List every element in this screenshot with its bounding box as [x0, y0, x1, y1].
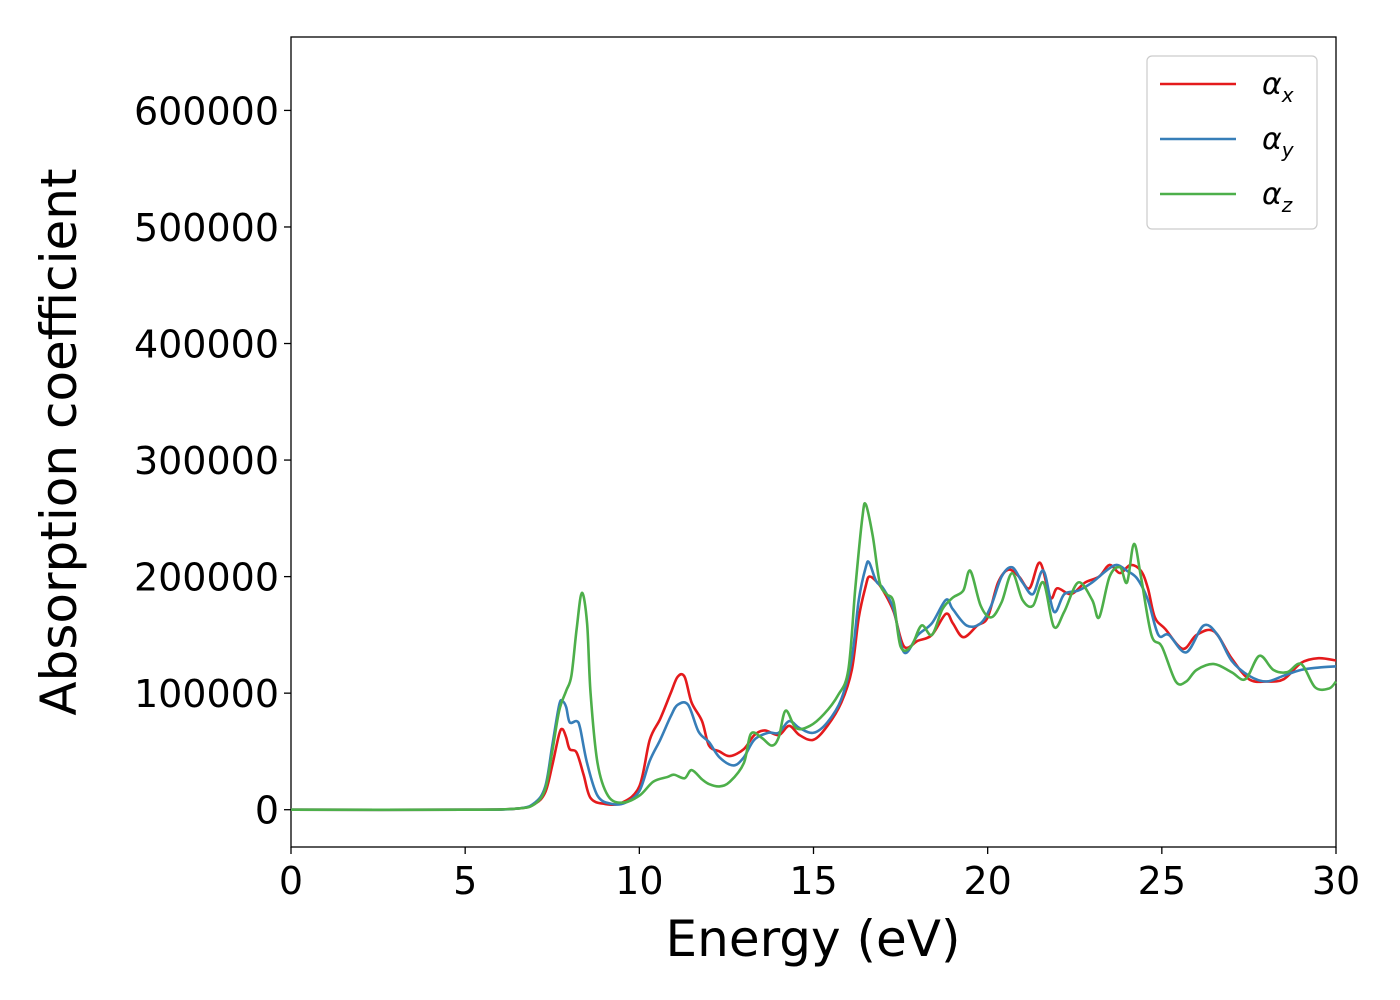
x-tick-label: 0 — [279, 859, 303, 903]
y-tick-label: 100000 — [134, 672, 279, 716]
y-tick-label: 600000 — [134, 89, 279, 133]
legend-box — [1146, 55, 1318, 230]
x-tick-label: 15 — [789, 859, 837, 903]
series-layer — [290, 502, 1338, 812]
x-tick-label: 5 — [453, 859, 477, 903]
y-tick-label: 200000 — [134, 556, 279, 600]
series-line-x — [290, 561, 1337, 812]
x-tick-label: 25 — [1138, 859, 1186, 903]
series-line-z — [290, 502, 1338, 812]
y-tick-label: 300000 — [134, 439, 279, 483]
y-axis-ticks: 0 100000 200000 300000 400000 500000 600000 — [134, 89, 291, 833]
legend-label-y: αy — [1262, 122, 1295, 162]
x-axis-ticks: 0 5 10 15 20 25 30 — [279, 847, 1360, 903]
y-tick-label: 400000 — [134, 323, 279, 367]
legend-label-x: αx — [1262, 67, 1294, 107]
x-tick-label: 30 — [1312, 859, 1360, 903]
x-tick-label: 20 — [963, 859, 1011, 903]
x-axis-title: Energy (eV) — [666, 910, 961, 968]
y-axis-title: Absorption coefficient — [30, 168, 88, 715]
y-tick-label: 500000 — [134, 206, 279, 250]
x-tick-label: 10 — [615, 859, 663, 903]
y-tick-label: 0 — [255, 789, 279, 833]
